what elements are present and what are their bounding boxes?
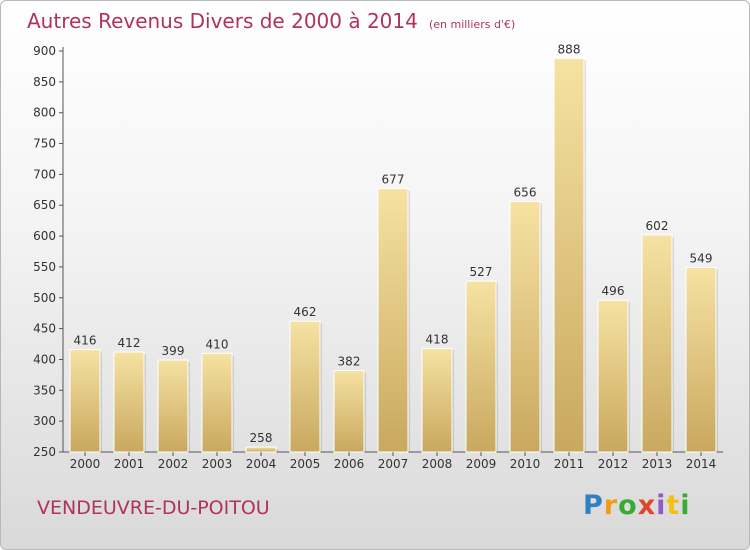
y-tick-label: 350 [33, 383, 56, 397]
x-tick-label: 2010 [510, 457, 541, 471]
x-tick-label: 2004 [246, 457, 277, 471]
bar [245, 446, 277, 453]
bar [201, 352, 233, 453]
bar-value-label: 382 [338, 355, 361, 369]
bar [509, 201, 541, 453]
bar [69, 349, 101, 453]
x-tick-label: 2006 [334, 457, 365, 471]
x-tick-label: 2008 [422, 457, 453, 471]
bar-value-label: 527 [470, 265, 493, 279]
y-tick-label: 850 [33, 75, 56, 89]
bar [465, 280, 497, 453]
bar-value-label: 656 [514, 186, 537, 200]
bar [685, 267, 717, 453]
x-tick-label: 2007 [378, 457, 409, 471]
x-tick-label: 2003 [202, 457, 233, 471]
bar [641, 234, 673, 453]
y-tick-label: 500 [33, 291, 56, 305]
x-tick-label: 2009 [466, 457, 497, 471]
x-tick-label: 2002 [158, 457, 189, 471]
x-tick-label: 2014 [686, 457, 717, 471]
logo-letter: t [666, 490, 681, 521]
y-tick-label: 400 [33, 352, 56, 366]
x-tick-label: 2012 [598, 457, 629, 471]
logo-letter: o [618, 490, 638, 521]
bar-value-label: 888 [558, 42, 581, 56]
bar [333, 370, 365, 453]
y-tick-label: 250 [33, 445, 56, 459]
x-tick-label: 2001 [114, 457, 145, 471]
y-tick-label: 600 [33, 229, 56, 243]
y-tick-label: 900 [33, 44, 56, 58]
y-tick-label: 800 [33, 106, 56, 120]
x-tick-label: 2011 [554, 457, 585, 471]
x-tick-label: 2000 [70, 457, 101, 471]
x-tick-label: 2005 [290, 457, 321, 471]
logo-letter: i [680, 490, 691, 521]
bar-value-label: 677 [382, 173, 405, 187]
bar-value-label: 549 [690, 252, 713, 266]
bar-value-label: 412 [118, 336, 141, 350]
bar-value-label: 410 [206, 337, 229, 351]
city-name: VENDEUVRE-DU-POITOU [37, 497, 270, 519]
y-tick-label: 700 [33, 167, 56, 181]
bar-value-label: 602 [646, 219, 669, 233]
chart-title: Autres Revenus Divers de 2000 à 2014 [27, 9, 418, 33]
y-tick-label: 650 [33, 198, 56, 212]
bar [377, 188, 409, 453]
y-tick-label: 750 [33, 137, 56, 151]
bar [113, 351, 145, 453]
bar-value-label: 462 [294, 305, 317, 319]
x-tick-label: 2013 [642, 457, 673, 471]
y-tick-label: 300 [33, 414, 56, 428]
bar-value-label: 399 [162, 344, 185, 358]
bar-value-label: 418 [426, 332, 449, 346]
logo-letter: i [656, 490, 667, 521]
logo-letter: P [583, 490, 604, 521]
bar [157, 359, 189, 453]
y-tick-label: 450 [33, 322, 56, 336]
chart-subtitle: (en milliers d'€) [428, 18, 516, 31]
bar-value-label: 258 [250, 431, 273, 445]
logo-letter: x [637, 490, 657, 521]
logo-letter: r [603, 490, 619, 521]
bar-value-label: 496 [602, 284, 625, 298]
y-tick-label: 550 [33, 260, 56, 274]
bar [421, 347, 453, 453]
bar [553, 57, 585, 453]
chart-title-row: Autres Revenus Divers de 2000 à 2014 (en… [27, 9, 515, 33]
bar-value-label: 416 [74, 334, 97, 348]
proxiti-logo: Proxiti [583, 490, 691, 521]
bar [597, 299, 629, 453]
bar [289, 320, 321, 453]
